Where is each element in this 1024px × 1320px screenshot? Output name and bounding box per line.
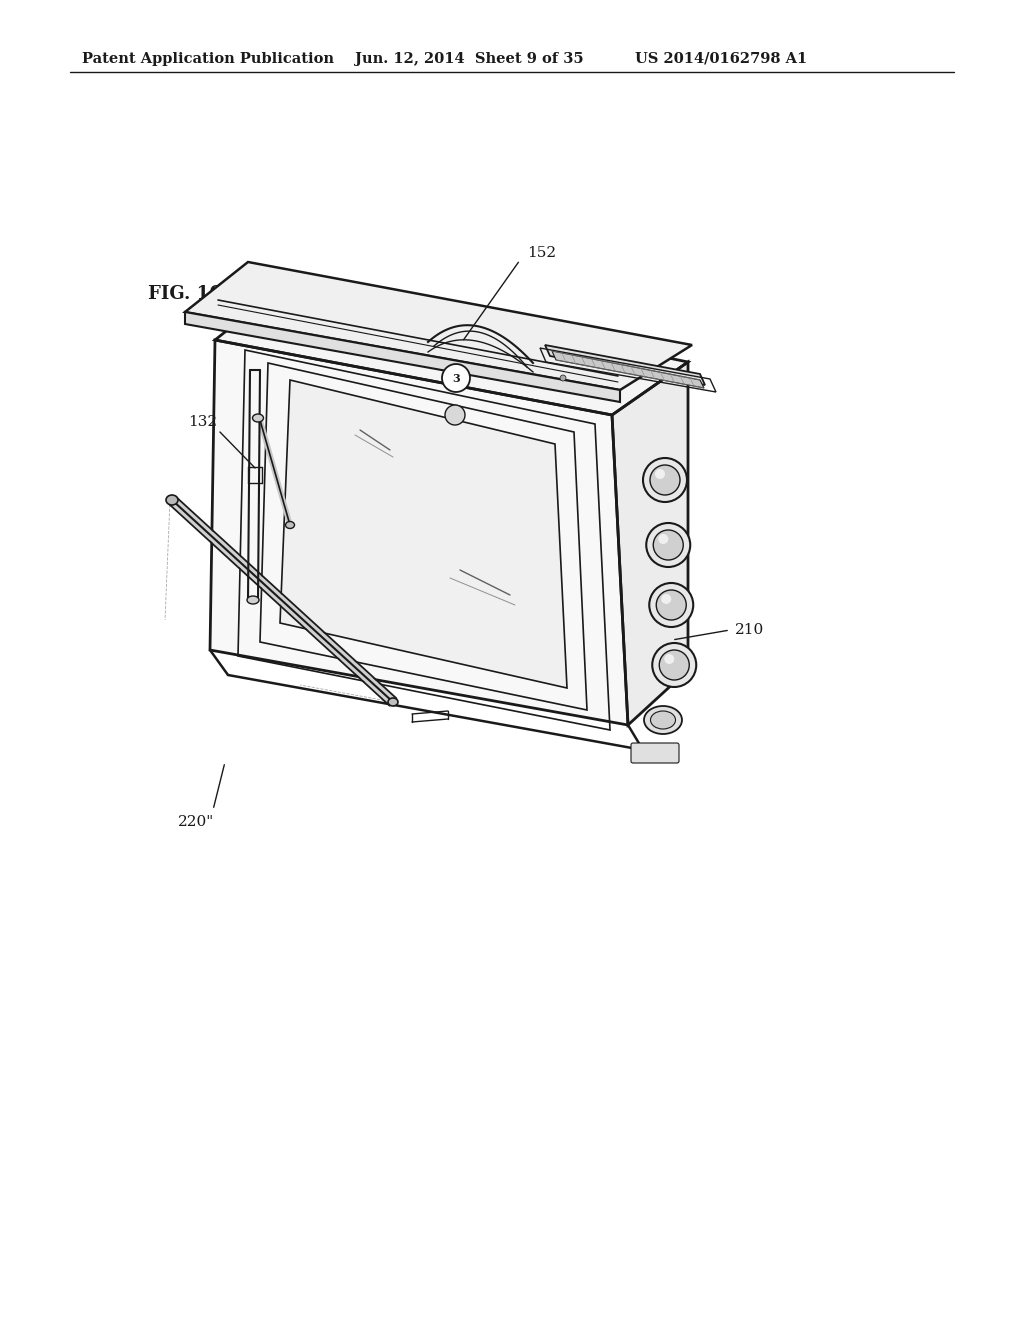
- Circle shape: [652, 643, 696, 686]
- Circle shape: [650, 465, 680, 495]
- Ellipse shape: [247, 597, 259, 605]
- Circle shape: [643, 458, 687, 502]
- Polygon shape: [215, 280, 688, 414]
- Circle shape: [653, 531, 683, 560]
- Text: 220": 220": [178, 814, 214, 829]
- Ellipse shape: [650, 711, 676, 729]
- Ellipse shape: [166, 495, 178, 506]
- Text: 210: 210: [735, 623, 764, 638]
- Text: 3: 3: [453, 372, 460, 384]
- Ellipse shape: [253, 414, 263, 422]
- Polygon shape: [280, 380, 567, 688]
- Text: Jun. 12, 2014  Sheet 9 of 35: Jun. 12, 2014 Sheet 9 of 35: [355, 51, 584, 66]
- Circle shape: [445, 405, 465, 425]
- Polygon shape: [545, 345, 705, 385]
- Circle shape: [649, 583, 693, 627]
- Text: 152: 152: [527, 246, 556, 260]
- Ellipse shape: [388, 698, 398, 706]
- Text: Patent Application Publication: Patent Application Publication: [82, 51, 334, 66]
- Polygon shape: [210, 341, 628, 725]
- Circle shape: [659, 649, 689, 680]
- Text: FIG. 16: FIG. 16: [148, 285, 221, 304]
- Circle shape: [560, 375, 566, 381]
- Polygon shape: [612, 362, 688, 725]
- Polygon shape: [552, 351, 705, 388]
- FancyBboxPatch shape: [631, 743, 679, 763]
- Circle shape: [655, 469, 665, 479]
- Circle shape: [656, 590, 686, 620]
- Ellipse shape: [644, 706, 682, 734]
- Polygon shape: [185, 261, 692, 389]
- Text: 132: 132: [188, 414, 217, 429]
- Circle shape: [646, 523, 690, 568]
- Ellipse shape: [286, 521, 295, 528]
- Circle shape: [442, 364, 470, 392]
- Text: US 2014/0162798 A1: US 2014/0162798 A1: [635, 51, 807, 66]
- Circle shape: [658, 535, 669, 544]
- Circle shape: [662, 594, 672, 605]
- Polygon shape: [185, 312, 620, 403]
- Circle shape: [665, 653, 674, 664]
